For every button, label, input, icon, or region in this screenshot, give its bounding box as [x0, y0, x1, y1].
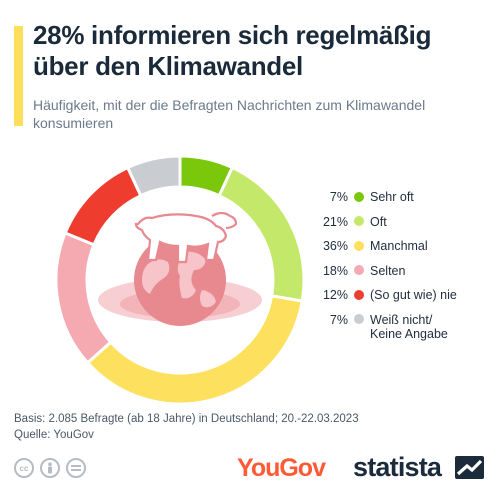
legend-value: 18% [322, 263, 348, 278]
yougov-logo[interactable]: YouGov [237, 454, 326, 482]
legend-item: 36% Manchmal [300, 235, 490, 260]
source-basis: Basis: 2.085 Befragte (ab 18 Jahre) in D… [14, 413, 359, 425]
legend-item: 12% (So gut wie) nie [300, 284, 490, 309]
legend-swatch [354, 240, 364, 251]
donut-slices [54, 154, 306, 406]
donut-slice-6 [125, 154, 182, 198]
statista-logo-text[interactable]: statista [353, 452, 442, 482]
legend-label: Selten [370, 263, 406, 278]
legend-value: 36% [322, 239, 348, 254]
legend-swatch [354, 265, 364, 276]
polar-bear-on-globe-icon [98, 211, 262, 326]
legend-label: Manchmal [370, 239, 428, 254]
legend-label: Oft [370, 214, 387, 229]
legend-value: 12% [322, 288, 348, 303]
legend-label: (So gut wie) nie [370, 288, 457, 303]
chart-legend: 7% Sehr oft 21% Oft 36% Manchmal 18% Selten 12% (… [300, 186, 490, 341]
legend-item: 21% Oft [300, 211, 490, 236]
title-accent-bar [14, 26, 23, 126]
legend-label: Weiß nicht/Keine Angabe [370, 312, 448, 341]
legend-swatch [354, 289, 364, 300]
donut-chart [54, 154, 306, 406]
legend-swatch [354, 216, 364, 227]
equals-icon[interactable] [66, 458, 86, 478]
chart-title: 28% informieren sich regelmäßig über den… [33, 20, 432, 81]
donut-slice-2 [217, 165, 306, 303]
legend-swatch [354, 191, 364, 202]
legend-value: 7% [329, 190, 348, 204]
statista-logo-icon[interactable] [455, 456, 484, 479]
legend-item: 18% Selten [300, 260, 490, 285]
legend-item: 7% Sehr oft [300, 186, 490, 211]
legend-value: 21% [322, 214, 348, 229]
donut-slice-5 [63, 165, 143, 247]
source-quelle: Quelle: YouGov [14, 429, 94, 441]
person-icon[interactable] [40, 458, 60, 478]
legend-value: 7% [329, 312, 348, 327]
legend-item: 7% Weiß nicht/Keine Angabe [300, 309, 490, 341]
legend-label: Sehr oft [370, 190, 414, 204]
license-icons: cc [14, 458, 86, 478]
legend-swatch [354, 314, 364, 325]
cc-icon[interactable]: cc [14, 458, 34, 478]
chart-subtitle: Häufigkeit, mit der die Befragten Nachri… [33, 97, 426, 131]
